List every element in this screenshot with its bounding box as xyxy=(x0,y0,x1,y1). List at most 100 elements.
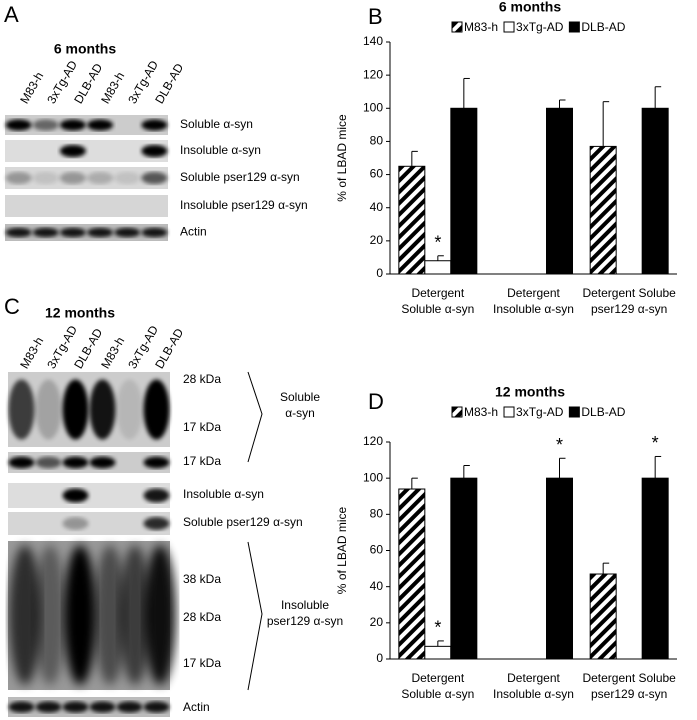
blot-strip xyxy=(8,512,170,535)
blot-band xyxy=(143,517,170,530)
blot-band xyxy=(116,701,143,713)
legend-swatch xyxy=(568,21,580,33)
marker-label: 17 kDa xyxy=(183,420,221,434)
bar xyxy=(589,145,617,275)
bar xyxy=(450,477,478,660)
blot-band xyxy=(59,227,86,238)
blot-band xyxy=(62,379,89,440)
blot-smear xyxy=(9,545,41,685)
blot-strip xyxy=(5,195,168,217)
y-tick-label: 120 xyxy=(363,434,383,448)
legend-swatch xyxy=(451,406,463,418)
y-axis-label: % of LBAD mice xyxy=(335,506,349,594)
panel-title: 12 months xyxy=(45,305,115,321)
blot-band xyxy=(8,379,35,440)
chart-title: 12 months xyxy=(495,384,565,400)
blot-band xyxy=(143,456,170,469)
blot-band xyxy=(59,171,86,185)
bar xyxy=(398,488,426,660)
x-tick-label: Detergent xyxy=(507,671,560,685)
panel-letter: D xyxy=(368,389,384,414)
annotation: * xyxy=(652,433,659,453)
blot-row-label: Insoluble pser129 α-syn xyxy=(180,198,308,212)
lane-label: M83-h xyxy=(98,70,127,106)
blot-row-label: Soluble α-syn xyxy=(180,117,253,131)
x-tick-label: Detergent Solube xyxy=(582,286,676,300)
group-label: α-syn xyxy=(285,406,315,420)
blot-row-label: Insoluble α-syn xyxy=(180,143,261,157)
blot-band xyxy=(62,456,89,469)
annotation: * xyxy=(434,233,441,253)
blot-band xyxy=(141,119,168,131)
x-tick-label: Detergent xyxy=(507,286,560,300)
lane-label: M83-h xyxy=(17,70,46,106)
x-tick-label: Detergent Solube xyxy=(582,671,676,685)
blot-row-label: Insoluble α-syn xyxy=(183,487,264,501)
blot-band xyxy=(141,227,168,238)
blot-band xyxy=(114,171,141,185)
blot-band xyxy=(143,701,170,713)
marker-label: 38 kDa xyxy=(183,572,221,586)
blot-band xyxy=(5,119,32,131)
panel-letter: B xyxy=(368,4,383,29)
x-tick-label: pser129 α-syn xyxy=(591,687,667,701)
annotation: * xyxy=(434,618,441,638)
blot-band xyxy=(87,227,114,238)
group-label: Soluble xyxy=(280,390,320,404)
bar xyxy=(641,107,669,275)
legend-label: 3xTg-AD xyxy=(516,20,564,34)
bar xyxy=(450,107,478,275)
blot-band xyxy=(89,456,116,469)
bar xyxy=(641,477,669,660)
blot-band xyxy=(32,171,59,185)
blot-band xyxy=(62,488,89,503)
legend-label: 3xTg-AD xyxy=(516,405,564,419)
group-label: Insoluble xyxy=(281,598,329,612)
blot-band xyxy=(141,144,168,158)
blot-strip xyxy=(8,372,170,447)
x-tick-label: Detergent xyxy=(411,671,464,685)
legend-label: DLB-AD xyxy=(581,405,625,419)
legend-swatch xyxy=(568,406,580,418)
bar xyxy=(424,645,452,660)
legend-label: M83-h xyxy=(464,20,498,34)
bracket xyxy=(247,371,263,463)
blot-smear xyxy=(119,545,151,685)
marker-label: 17 kDa xyxy=(183,454,221,468)
lane-label: M83-h xyxy=(17,335,46,371)
marker-label: 28 kDa xyxy=(183,372,221,386)
y-tick-label: 0 xyxy=(376,266,383,280)
y-tick-label: 140 xyxy=(363,34,383,48)
blot-band xyxy=(87,171,114,185)
x-tick-label: Soluble α-syn xyxy=(401,302,474,316)
y-tick-label: 60 xyxy=(370,543,384,557)
blot-strip xyxy=(8,483,170,508)
marker-label: 28 kDa xyxy=(183,610,221,624)
bar xyxy=(546,477,573,660)
y-tick-label: 60 xyxy=(370,167,384,181)
blot-band xyxy=(143,379,170,440)
chart-title: 6 months xyxy=(499,0,561,15)
x-tick-label: Insoluble α-syn xyxy=(493,302,574,316)
blot-band xyxy=(59,144,86,158)
legend-swatch xyxy=(503,406,515,418)
panel-letter: C xyxy=(4,294,20,319)
group-label: pser129 α-syn xyxy=(267,614,343,628)
blot-band xyxy=(62,517,89,530)
blot-smear xyxy=(144,545,176,685)
blot-band xyxy=(114,227,141,238)
bracket xyxy=(247,541,263,691)
y-tick-label: 80 xyxy=(370,507,384,521)
x-tick-label: Insoluble α-syn xyxy=(493,687,574,701)
y-tick-label: 20 xyxy=(370,615,384,629)
legend-swatch xyxy=(451,21,463,33)
blot-row-label: Actin xyxy=(183,700,210,714)
blot-band xyxy=(143,488,170,503)
legend-label: DLB-AD xyxy=(581,20,625,34)
x-tick-label: Detergent xyxy=(411,286,464,300)
bar xyxy=(424,260,452,275)
blot-band xyxy=(89,379,116,440)
annotation: * xyxy=(556,435,563,455)
bar xyxy=(589,573,617,660)
y-axis-label: % of LBAD mice xyxy=(335,114,349,202)
